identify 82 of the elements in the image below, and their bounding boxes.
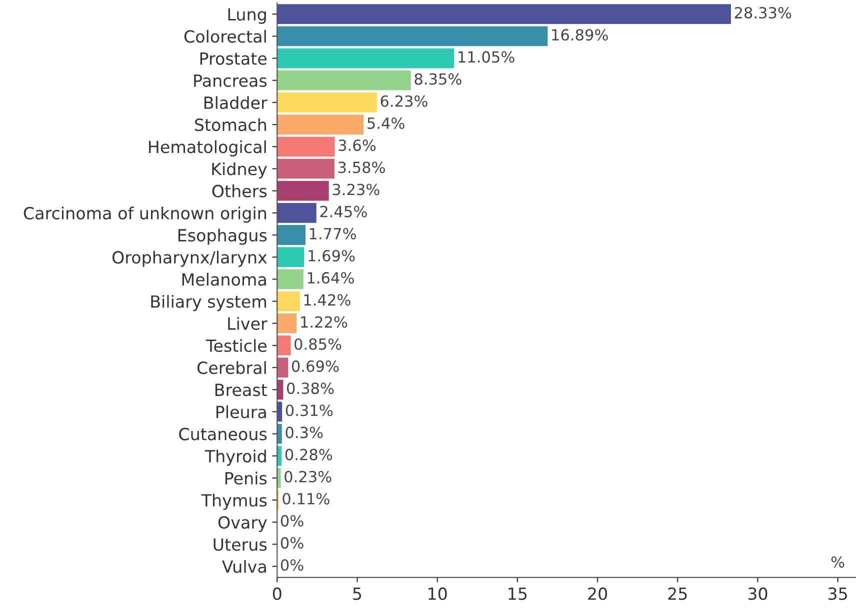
y-tick-label: Vulva bbox=[222, 560, 266, 573]
bar bbox=[277, 4, 731, 24]
x-tick-label: 0 bbox=[272, 587, 282, 600]
y-tick-label: Pleura bbox=[216, 405, 266, 418]
data-label: 0.31% bbox=[286, 404, 333, 416]
x-tick-label: 25 bbox=[668, 587, 687, 600]
x-tick-label: 10 bbox=[428, 587, 447, 600]
data-label: 1.64% bbox=[308, 272, 354, 284]
bar bbox=[277, 468, 281, 488]
y-tick-label: Esophagus bbox=[178, 228, 267, 245]
data-label: 1.42% bbox=[304, 294, 350, 306]
x-axis-title: % bbox=[831, 556, 844, 568]
bar bbox=[277, 136, 335, 157]
y-tick-label: Colorectal bbox=[184, 30, 266, 43]
data-label: 0.3% bbox=[286, 426, 323, 438]
bar bbox=[277, 336, 291, 356]
bar bbox=[277, 48, 454, 68]
bar bbox=[277, 180, 329, 201]
y-tick-label: Melanoma bbox=[182, 272, 266, 286]
y-tick-label: Breast bbox=[215, 384, 268, 396]
data-label: 0% bbox=[280, 515, 304, 527]
bar bbox=[277, 92, 377, 112]
bar bbox=[277, 424, 282, 444]
y-tick-label: Ovary bbox=[218, 516, 267, 532]
data-label: 5.4% bbox=[368, 117, 404, 129]
bar bbox=[277, 225, 306, 245]
data-label: 3.58% bbox=[338, 162, 385, 174]
bar bbox=[277, 158, 334, 179]
data-label: 1.22% bbox=[301, 316, 348, 328]
bar bbox=[277, 269, 304, 290]
y-tick-label: Biliary system bbox=[151, 294, 266, 312]
data-label: 1.77% bbox=[310, 228, 356, 240]
data-label: 3.23% bbox=[332, 184, 380, 196]
x-tick-label: 15 bbox=[508, 588, 527, 600]
y-tick-label: Cutaneous bbox=[179, 428, 267, 440]
data-label: 0.28% bbox=[285, 448, 332, 460]
bar bbox=[277, 70, 411, 90]
bar bbox=[277, 202, 316, 223]
data-label: 0% bbox=[280, 537, 304, 549]
data-label: 8.35% bbox=[414, 73, 462, 85]
data-label: 0.23% bbox=[284, 470, 332, 482]
y-tick-label: Hematological bbox=[149, 140, 266, 156]
y-tick-label: Bladder bbox=[204, 96, 268, 110]
bar bbox=[277, 446, 282, 466]
y-tick-label: Liver bbox=[228, 317, 268, 330]
data-label: 0.11% bbox=[282, 492, 330, 505]
data-label: 6.23% bbox=[380, 95, 428, 107]
data-label: 3.6% bbox=[338, 140, 376, 152]
x-tick-label: 20 bbox=[588, 587, 608, 600]
data-label: 0% bbox=[280, 559, 304, 571]
data-label: 0.85% bbox=[294, 338, 342, 350]
y-tick-label: Testicle bbox=[206, 339, 267, 352]
y-tick-label: Lung bbox=[228, 8, 266, 24]
x-tick-label: 30 bbox=[748, 587, 768, 600]
y-tick-label: Thymus bbox=[201, 494, 267, 510]
bar bbox=[277, 291, 300, 312]
bar bbox=[277, 358, 288, 378]
data-label: 16.89% bbox=[552, 29, 608, 41]
bar bbox=[277, 247, 304, 268]
data-label: 1.69% bbox=[308, 250, 355, 262]
y-tick-label: Pancreas bbox=[194, 74, 267, 87]
y-tick-label: Penis bbox=[225, 472, 267, 485]
bar bbox=[277, 114, 364, 134]
y-tick-label: Prostate bbox=[200, 52, 267, 65]
x-tick-label: 35 bbox=[828, 587, 847, 600]
data-label: 11.05% bbox=[458, 51, 514, 63]
y-tick-label: Uterus bbox=[214, 538, 267, 551]
bar bbox=[277, 380, 284, 400]
data-label: 28.33% bbox=[734, 6, 792, 19]
bar bbox=[277, 313, 297, 334]
data-label: 0.69% bbox=[292, 360, 339, 372]
y-tick-label: Cerebral bbox=[197, 361, 266, 374]
data-label: 2.45% bbox=[320, 206, 367, 218]
y-tick-label: Stomach bbox=[195, 118, 266, 132]
y-tick-label: Kidney bbox=[212, 162, 267, 179]
y-tick-label: Others bbox=[212, 184, 267, 198]
y-tick-label: Thyroid bbox=[204, 450, 266, 466]
bar bbox=[277, 26, 548, 46]
x-tick-label: 5 bbox=[353, 588, 362, 600]
y-tick-label: Oropharynx/larynx bbox=[112, 250, 267, 267]
data-label: 0.38% bbox=[287, 382, 334, 394]
y-tick-label: Carcinoma of unknown origin bbox=[24, 206, 266, 223]
